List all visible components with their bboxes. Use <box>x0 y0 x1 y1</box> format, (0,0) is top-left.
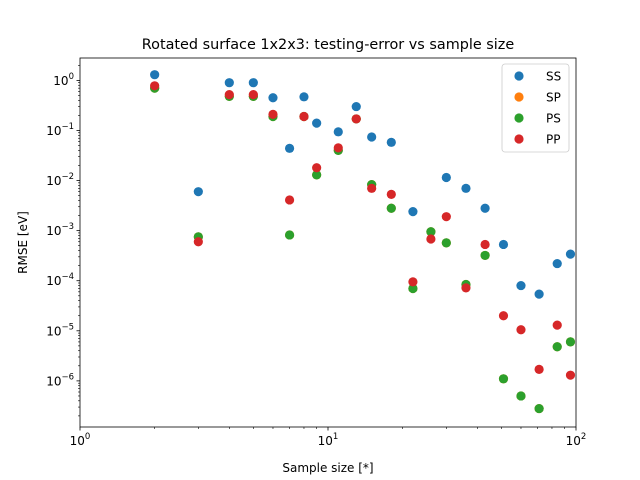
x-tick-label: 100 <box>70 432 91 448</box>
legend-label-pp: PP <box>546 133 560 147</box>
x-tick-label: 101 <box>318 432 339 448</box>
data-point <box>367 183 377 193</box>
data-point <box>498 239 509 250</box>
data-point <box>408 207 418 217</box>
y-tick-label: 10−6 <box>46 372 74 388</box>
data-point <box>552 320 562 330</box>
data-point <box>534 403 544 414</box>
y-axis-label: RMSE [eV] <box>16 211 30 274</box>
legend-marker-pp <box>514 134 524 144</box>
data-point <box>351 114 361 124</box>
data-point <box>408 277 418 287</box>
data-point <box>193 237 203 247</box>
legend-label-sp: SP <box>546 91 561 105</box>
legend-marker-ps <box>514 113 524 123</box>
data-point <box>426 234 436 244</box>
data-point <box>516 325 526 335</box>
data-point <box>248 90 258 100</box>
data-point <box>480 203 490 213</box>
data-point <box>461 283 471 293</box>
data-point <box>534 364 544 374</box>
data-point <box>565 249 576 259</box>
legend: SS SP PS PP <box>501 63 570 153</box>
data-point <box>150 70 160 80</box>
data-point <box>299 92 309 102</box>
legend-label-ps: PS <box>546 112 561 126</box>
data-point <box>224 78 234 88</box>
data-point <box>565 337 576 347</box>
y-tick-label: 10−4 <box>46 272 74 288</box>
data-point <box>441 238 451 248</box>
y-tick-label: 100 <box>53 72 74 88</box>
data-point <box>552 342 562 352</box>
data-point <box>333 143 343 153</box>
data-point <box>268 93 278 103</box>
chart-title: Rotated surface 1x2x3: testing-error vs … <box>142 37 515 53</box>
data-point <box>441 172 451 183</box>
legend-marker-sp <box>514 92 524 102</box>
data-point <box>516 391 526 401</box>
data-point <box>386 189 396 199</box>
data-point <box>461 183 471 193</box>
data-point <box>193 187 203 197</box>
y-tick-label: 10−2 <box>46 172 74 188</box>
y-tick-label: 10−3 <box>46 222 74 238</box>
data-point <box>498 374 509 384</box>
data-point <box>441 212 451 222</box>
data-point <box>284 143 295 153</box>
data-point <box>516 280 526 291</box>
data-point <box>268 109 278 119</box>
data-point <box>386 137 396 147</box>
data-point <box>498 311 509 321</box>
x-axis-label: Sample size [*] <box>282 461 373 475</box>
series-ss <box>150 70 576 299</box>
data-point <box>565 370 576 380</box>
data-point <box>284 195 295 205</box>
data-point <box>367 132 377 142</box>
legend-box <box>501 63 570 153</box>
legend-marker-ss <box>514 71 524 81</box>
data-point <box>386 203 396 213</box>
data-point <box>150 81 160 91</box>
data-point <box>552 258 562 269</box>
data-point <box>284 230 295 240</box>
x-tick-label: 102 <box>566 432 587 448</box>
data-point <box>248 78 258 88</box>
data-point <box>312 170 322 180</box>
data-point <box>480 250 490 261</box>
ticks-layer: 100 101 102 10−6 10−5 10−4 10−3 10−2 10−1 100 <box>46 65 586 448</box>
data-point <box>351 101 361 112</box>
legend-label-ss: SS <box>546 70 561 84</box>
series-pp <box>150 81 576 380</box>
y-tick-label: 10−1 <box>46 122 74 138</box>
data-point <box>426 227 436 237</box>
data-point <box>224 90 234 100</box>
y-tick-label: 10−5 <box>46 322 74 338</box>
data-point <box>299 111 309 122</box>
data-point <box>312 163 322 173</box>
data-point <box>534 289 544 299</box>
data-point <box>312 118 322 128</box>
data-point <box>408 283 418 294</box>
data-point <box>480 239 490 250</box>
data-point <box>333 127 343 137</box>
points-layer <box>150 70 576 414</box>
